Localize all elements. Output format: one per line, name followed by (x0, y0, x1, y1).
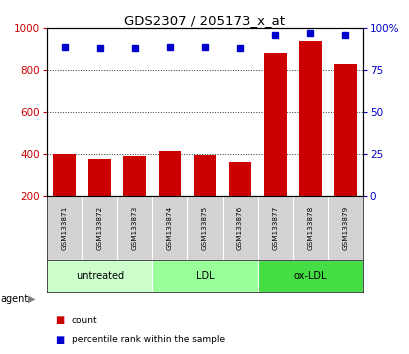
Text: GSM133878: GSM133878 (306, 206, 312, 250)
Text: GSM133879: GSM133879 (342, 206, 348, 250)
Bar (123, 156, 146, 195)
Text: GSM133875: GSM133875 (202, 206, 207, 250)
Title: GDS2307 / 205173_x_at: GDS2307 / 205173_x_at (124, 14, 285, 27)
Bar (222, 195, 257, 260)
Text: GSM133871: GSM133871 (61, 206, 67, 250)
Text: GSM133877: GSM133877 (272, 206, 277, 250)
Bar (257, 195, 292, 260)
Bar (228, 162, 251, 195)
Text: LDL: LDL (195, 271, 214, 281)
Bar (263, 53, 286, 195)
Bar (152, 195, 187, 260)
Text: ox-LDL: ox-LDL (293, 271, 326, 281)
Bar (292, 195, 327, 260)
Text: GSM133873: GSM133873 (132, 206, 137, 250)
Bar (47, 260, 152, 292)
Text: ▶: ▶ (28, 294, 35, 304)
Bar (187, 195, 222, 260)
Text: agent: agent (1, 294, 29, 304)
Text: GSM133874: GSM133874 (166, 206, 173, 250)
Bar (152, 260, 257, 292)
Bar (47, 195, 82, 260)
Bar (257, 260, 362, 292)
Bar (298, 41, 321, 195)
Bar (53, 154, 76, 195)
Bar (117, 195, 152, 260)
Bar (327, 195, 362, 260)
Bar (158, 150, 181, 195)
Bar (88, 159, 111, 195)
Text: GSM133872: GSM133872 (97, 206, 103, 250)
Text: GSM133876: GSM133876 (236, 206, 243, 250)
Text: untreated: untreated (76, 271, 124, 281)
Text: count: count (72, 316, 97, 325)
Text: ■: ■ (55, 315, 65, 325)
Bar (333, 64, 356, 195)
Bar (193, 155, 216, 195)
Bar (82, 195, 117, 260)
Text: percentile rank within the sample: percentile rank within the sample (72, 335, 224, 344)
Text: ■: ■ (55, 335, 65, 345)
